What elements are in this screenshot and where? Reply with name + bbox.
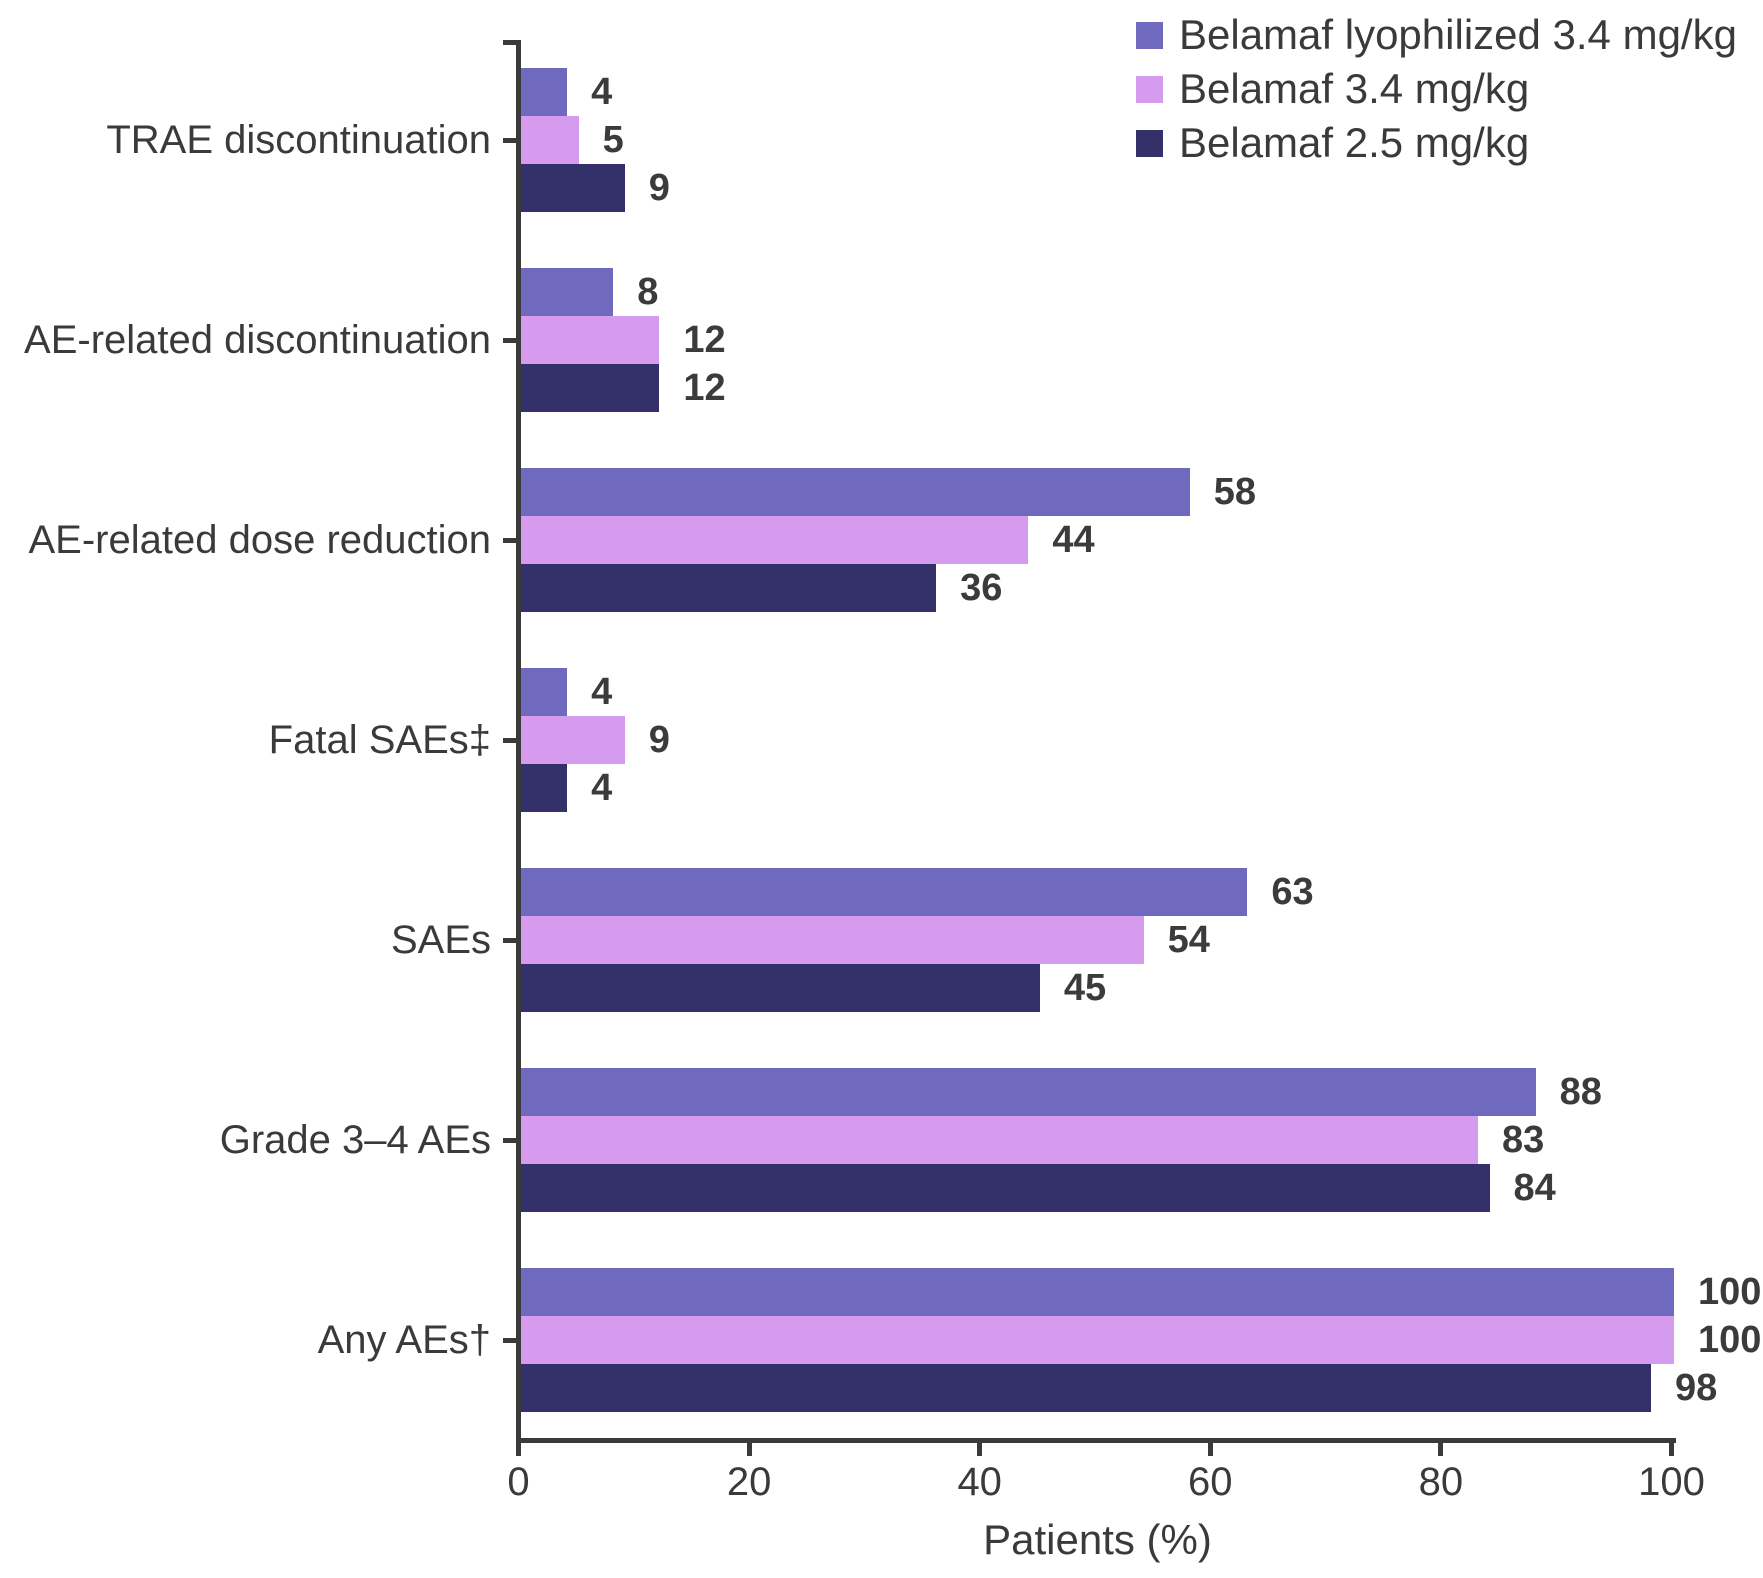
bar-value-label: 88	[1559, 1071, 1602, 1113]
legend: Belamaf lyophilized 3.4 mg/kg Belamaf 3.4…	[1136, 8, 1737, 170]
legend-label: Belamaf 2.5 mg/kg	[1179, 119, 1530, 166]
bar-value-label: 44	[1052, 519, 1095, 561]
bar-value-label: 12	[683, 319, 726, 361]
bar	[521, 916, 1144, 964]
bar	[521, 868, 1248, 916]
category-label: SAEs	[390, 918, 491, 962]
x-axis-line	[516, 1438, 1676, 1443]
x-tick-label: 60	[1188, 1460, 1233, 1504]
x-axis-tick	[1207, 1443, 1213, 1456]
legend-label: Belamaf 3.4 mg/kg	[1179, 65, 1530, 112]
bar	[521, 716, 625, 764]
bar	[521, 116, 579, 164]
bar-value-label: 63	[1271, 871, 1314, 913]
y-axis-cap-tick	[503, 40, 516, 45]
bar	[521, 764, 568, 812]
legend-row: Belamaf lyophilized 3.4 mg/kg	[1136, 8, 1737, 62]
x-tick-label: 20	[726, 1460, 772, 1504]
x-axis-tick	[516, 1443, 521, 1456]
bar-value-label: 84	[1513, 1167, 1556, 1209]
category-label: Any AEs†	[317, 1318, 491, 1362]
legend-row: Belamaf 3.4 mg/kg	[1136, 62, 1737, 116]
x-tick-label: 0	[507, 1460, 530, 1504]
bar-value-label: 36	[960, 567, 1003, 609]
x-axis-title: Patients (%)	[983, 1516, 1212, 1563]
bar	[521, 1268, 1674, 1316]
bar	[521, 268, 614, 316]
category-tick	[503, 737, 516, 743]
bar-value-label: 100	[1698, 1319, 1762, 1361]
y-axis-line	[516, 40, 521, 1443]
x-tick-label: 100	[1638, 1460, 1705, 1504]
category-label: AE-related dose reduction	[28, 518, 492, 562]
category-label: Grade 3–4 AEs	[219, 1118, 491, 1162]
bar	[521, 468, 1190, 516]
bar	[521, 1364, 1651, 1412]
bar	[521, 1316, 1674, 1364]
bar	[521, 1068, 1536, 1116]
bar	[521, 1116, 1478, 1164]
category-tick	[503, 1337, 516, 1343]
legend-label: Belamaf lyophilized 3.4 mg/kg	[1179, 11, 1737, 58]
bar-value-label: 98	[1674, 1367, 1718, 1409]
bar-value-label: 9	[648, 167, 670, 209]
bar	[521, 564, 937, 612]
bar-value-label: 4	[591, 767, 613, 809]
category-tick	[503, 537, 516, 543]
bar-value-label: 58	[1213, 471, 1257, 513]
bar	[521, 668, 568, 716]
x-axis-tick	[977, 1443, 983, 1456]
category-label: AE-related discontinuation	[24, 318, 491, 362]
bar-value-label: 4	[591, 671, 613, 713]
legend-swatch-icon	[1136, 129, 1163, 157]
bar	[521, 316, 660, 364]
bar-value-label: 12	[683, 367, 726, 409]
bar-value-label: 4	[591, 71, 613, 113]
bar	[521, 1164, 1490, 1212]
bar	[521, 364, 660, 412]
bar	[521, 164, 625, 212]
legend-swatch-icon	[1136, 21, 1163, 49]
x-tick-label: 80	[1418, 1460, 1464, 1504]
x-axis-tick	[1438, 1443, 1444, 1456]
category-tick	[503, 137, 516, 143]
legend-swatch-icon	[1136, 75, 1163, 103]
legend-row: Belamaf 2.5 mg/kg	[1136, 116, 1737, 170]
bar-value-label: 100	[1698, 1271, 1762, 1313]
category-tick	[503, 1137, 516, 1143]
bar-value-label: 5	[602, 119, 624, 161]
x-axis-tick	[1669, 1443, 1674, 1456]
bar	[521, 68, 568, 116]
category-label: Fatal SAEs‡	[268, 718, 491, 762]
bar	[521, 964, 1040, 1012]
category-tick	[503, 937, 516, 943]
x-tick-label: 40	[957, 1460, 1002, 1504]
category-tick	[503, 337, 516, 343]
bar	[521, 516, 1029, 564]
bar-value-label: 83	[1501, 1119, 1545, 1161]
bar-value-label: 9	[648, 719, 670, 761]
bar-value-label: 54	[1167, 919, 1210, 961]
category-label: TRAE discontinuation	[106, 118, 491, 162]
bar-value-label: 8	[637, 271, 659, 313]
x-axis-tick	[746, 1443, 752, 1456]
bar-value-label: 45	[1063, 967, 1107, 1009]
